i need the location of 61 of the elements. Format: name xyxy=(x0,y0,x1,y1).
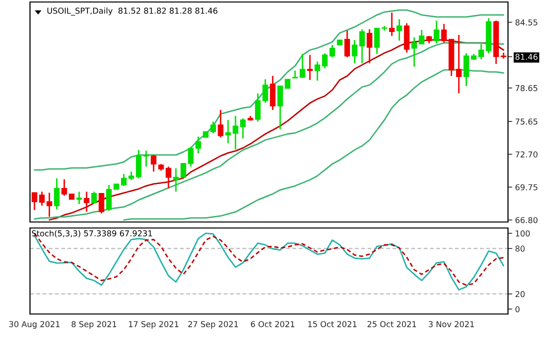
candlestick xyxy=(434,20,440,44)
candlestick xyxy=(464,52,470,87)
candlestick xyxy=(98,192,104,214)
candlestick xyxy=(418,29,424,45)
x-tick-label: 6 Oct 2021 xyxy=(250,321,294,328)
candlestick xyxy=(136,149,142,180)
candlestick xyxy=(277,85,283,130)
candlestick xyxy=(411,36,417,68)
candlestick xyxy=(389,12,395,37)
candlestick xyxy=(366,28,372,64)
candlestick xyxy=(143,150,149,168)
candlestick xyxy=(210,120,216,134)
y-tick-label: 72.70 xyxy=(516,151,538,158)
y-tick-label: 80 xyxy=(515,246,525,252)
candlestick xyxy=(121,173,127,187)
candlestick xyxy=(173,168,179,192)
x-tick-label: 8 Sep 2021 xyxy=(72,321,116,329)
candlestick xyxy=(322,52,328,69)
candlestick xyxy=(284,78,290,89)
x-tick-label: 15 Oct 2021 xyxy=(308,321,356,328)
candlestick xyxy=(54,178,60,210)
text: USOIL_SPT,Daily 81.52 81.82 81.28 81.46 xyxy=(47,8,218,16)
x-tick-label: 27 Sep 2021 xyxy=(188,321,238,329)
candlestick xyxy=(84,191,90,212)
candlestick xyxy=(76,191,82,205)
candlestick xyxy=(359,28,365,64)
y-tick-label: 84.55 xyxy=(515,19,538,26)
candlestick xyxy=(352,39,358,64)
x-tick-label: 30 Aug 2021 xyxy=(9,321,60,329)
candlestick xyxy=(404,22,410,54)
candlestick xyxy=(307,54,313,81)
y-tick-label: 20 xyxy=(516,291,525,298)
x-tick-label: 3 Nov 2021 xyxy=(428,321,474,328)
candlestick xyxy=(180,162,186,178)
y-tick-label: 78.65 xyxy=(516,85,538,92)
candlestick xyxy=(262,78,268,104)
candlestick xyxy=(150,154,156,172)
candlestick xyxy=(61,178,68,196)
candlestick xyxy=(329,44,336,58)
y-tick-label: 81.46 xyxy=(515,54,538,60)
y-tick-label: 69.75 xyxy=(516,184,538,190)
y-tick-label: 66.80 xyxy=(516,217,538,224)
y-tick-label: 0 xyxy=(515,306,520,312)
candlestick xyxy=(218,109,224,138)
y-tick-label: 75.65 xyxy=(516,118,538,125)
candlestick xyxy=(478,43,484,60)
y-tick-label: 100 xyxy=(516,230,530,236)
x-tick-label: 17 Sep 2021 xyxy=(128,321,178,329)
chart-title: Stoch(5,3,3) 57.3389 67.9231 xyxy=(32,230,152,238)
candlestick xyxy=(188,146,194,168)
candlestick xyxy=(396,18,402,42)
candlestick xyxy=(195,136,202,154)
candlestick xyxy=(456,34,462,94)
candlestick xyxy=(270,75,276,111)
candlestick xyxy=(314,60,320,82)
candlestick xyxy=(106,184,112,212)
candlestick xyxy=(255,92,261,122)
candlestick xyxy=(46,192,52,218)
x-tick-label: 25 Oct 2021 xyxy=(368,321,416,328)
candlestick xyxy=(344,30,350,58)
candlestick xyxy=(91,191,97,204)
